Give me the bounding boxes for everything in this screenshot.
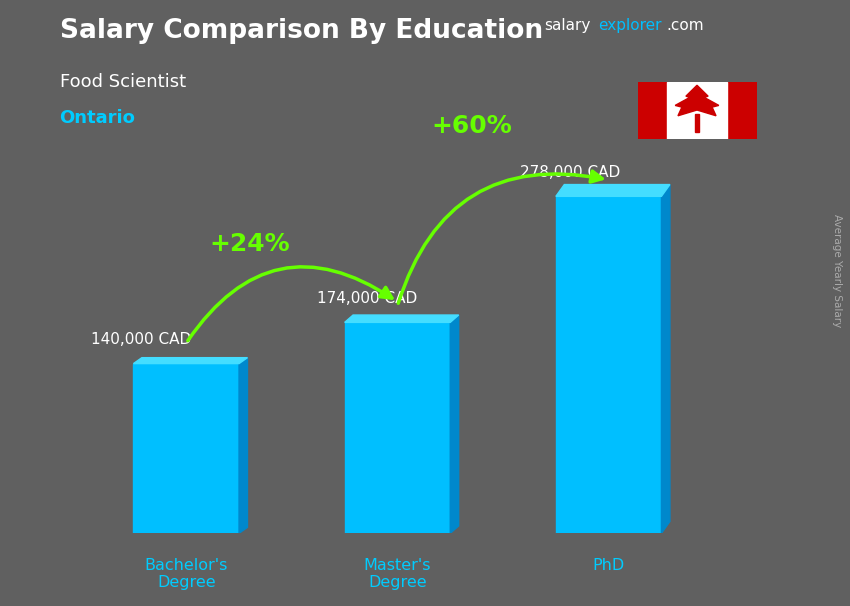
Polygon shape [239,358,247,533]
Text: 140,000 CAD: 140,000 CAD [91,332,191,347]
Text: Ontario: Ontario [60,109,135,127]
Polygon shape [450,315,459,533]
Text: +24%: +24% [209,232,290,256]
Polygon shape [675,85,719,116]
Text: Bachelor's
Degree: Bachelor's Degree [144,558,228,590]
Text: 174,000 CAD: 174,000 CAD [317,291,417,306]
Polygon shape [133,358,247,364]
Polygon shape [344,315,459,322]
Text: Average Yearly Salary: Average Yearly Salary [832,214,842,327]
Polygon shape [556,185,670,196]
Text: PhD: PhD [592,558,625,573]
Text: Salary Comparison By Education: Salary Comparison By Education [60,18,542,44]
Polygon shape [556,196,661,533]
Text: Master's
Degree: Master's Degree [364,558,431,590]
Text: salary: salary [544,18,591,33]
Text: 278,000 CAD: 278,000 CAD [520,165,620,180]
Text: Food Scientist: Food Scientist [60,73,185,91]
Bar [667,82,727,139]
Text: explorer: explorer [598,18,662,33]
Text: +60%: +60% [431,115,512,138]
Polygon shape [661,185,670,533]
Polygon shape [344,322,450,533]
Text: .com: .com [666,18,704,33]
Bar [694,115,700,132]
Polygon shape [133,364,239,533]
Bar [638,82,667,139]
Bar [727,82,756,139]
